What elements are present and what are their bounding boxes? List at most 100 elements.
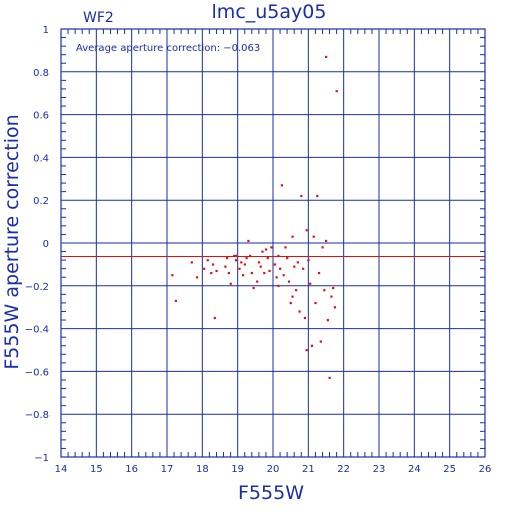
y-tick-labels: −1 −0.8 −0.6 −0.4 −0.2 0 0.2 0.4 0.6 0.8 1 xyxy=(25,25,49,464)
data-point xyxy=(328,376,331,380)
data-point xyxy=(263,271,266,275)
data-point xyxy=(190,261,193,264)
x-tick-label: 19 xyxy=(231,464,244,475)
data-point xyxy=(323,289,326,292)
data-point xyxy=(291,235,294,238)
data-point xyxy=(293,265,296,268)
plot-frame xyxy=(60,28,486,458)
data-point xyxy=(305,349,308,352)
data-point xyxy=(257,261,261,264)
data-point xyxy=(234,259,238,262)
data-point xyxy=(234,254,238,258)
data-point xyxy=(310,344,314,347)
data-point xyxy=(332,286,335,290)
data-point xyxy=(333,306,337,309)
y-tick-label: 0.2 xyxy=(33,196,49,207)
data-point xyxy=(268,269,271,273)
x-tick-label: 20 xyxy=(267,464,280,475)
data-point xyxy=(229,282,232,285)
y-tick-label: −0.6 xyxy=(25,367,49,378)
data-point xyxy=(291,295,294,298)
data-point xyxy=(325,55,328,59)
data-points xyxy=(171,55,338,380)
x-tick-labels: 14 15 16 17 18 19 20 21 22 23 24 25 26 xyxy=(55,464,492,475)
data-point xyxy=(259,265,262,268)
data-point xyxy=(233,254,236,258)
data-point xyxy=(273,263,276,266)
data-point xyxy=(256,280,259,283)
x-tick-label: 24 xyxy=(408,464,421,475)
data-point xyxy=(227,271,231,275)
data-point xyxy=(298,310,301,313)
x-tick-label: 17 xyxy=(161,464,174,475)
data-point xyxy=(330,295,333,298)
data-point xyxy=(317,271,321,275)
data-point xyxy=(196,276,199,279)
y-tick-label: 0.4 xyxy=(33,153,49,164)
data-point xyxy=(335,90,338,93)
y-tick-label: 0.6 xyxy=(33,111,49,122)
data-point xyxy=(326,319,329,322)
data-point xyxy=(312,235,315,238)
x-tick-label: 26 xyxy=(479,464,492,475)
x-tick-label: 21 xyxy=(302,464,315,475)
data-point xyxy=(243,263,246,266)
data-point xyxy=(305,229,308,232)
chart-title: lmc_u5ay05 xyxy=(212,1,327,23)
data-point xyxy=(238,267,241,270)
y-tick-label: −0.4 xyxy=(25,325,49,336)
y-tick-label: −0.2 xyxy=(25,282,49,293)
data-point xyxy=(319,340,322,343)
x-tick-label: 23 xyxy=(373,464,386,475)
chart-subtitle: WF2 xyxy=(83,10,114,26)
y-axis-label: F555W aperture correction xyxy=(1,114,23,369)
y-tick-label: 1 xyxy=(43,25,49,36)
data-point xyxy=(282,274,285,277)
data-point xyxy=(203,267,206,270)
data-point xyxy=(215,269,218,273)
data-point xyxy=(302,267,305,270)
x-tick-label: 14 xyxy=(55,464,68,475)
data-point xyxy=(171,274,174,277)
y-tick-label: 0 xyxy=(43,239,49,250)
y-tick-label: −0.8 xyxy=(25,410,49,421)
reference-lines xyxy=(61,242,485,257)
data-point xyxy=(240,261,243,264)
data-point xyxy=(314,301,317,305)
data-point xyxy=(286,256,289,260)
data-point xyxy=(280,184,284,187)
data-point xyxy=(309,282,312,285)
data-point xyxy=(279,267,282,270)
data-point xyxy=(226,256,229,260)
chart-annotation: Average aperture correction: −0.063 xyxy=(76,43,260,54)
data-point xyxy=(211,263,215,266)
data-point xyxy=(241,274,245,277)
data-point xyxy=(245,256,248,260)
data-point xyxy=(250,271,253,275)
y-tick-label: 0.8 xyxy=(33,68,49,79)
data-point xyxy=(213,316,216,320)
data-point xyxy=(261,250,264,253)
data-point xyxy=(289,301,292,305)
data-point xyxy=(325,239,328,243)
data-point xyxy=(277,284,280,287)
data-point xyxy=(206,259,209,262)
data-point xyxy=(249,254,252,258)
data-point xyxy=(277,254,280,258)
data-point xyxy=(264,248,268,251)
data-point xyxy=(270,246,273,249)
data-point xyxy=(300,194,303,198)
data-point xyxy=(252,286,255,290)
x-tick-label: 18 xyxy=(196,464,209,475)
data-point xyxy=(174,299,178,302)
minor-ticks xyxy=(61,29,485,457)
data-point xyxy=(296,261,299,264)
data-point xyxy=(321,246,324,249)
data-point xyxy=(307,259,310,262)
data-point xyxy=(266,256,269,260)
data-point xyxy=(294,289,298,292)
data-point xyxy=(287,280,291,283)
data-point xyxy=(224,265,227,268)
data-point xyxy=(303,316,306,320)
